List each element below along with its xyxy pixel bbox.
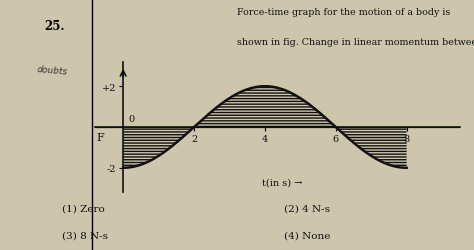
Text: Force-time graph for the motion of a body is: Force-time graph for the motion of a bod… (237, 8, 450, 16)
Text: shown in fig. Change in linear momentum between: shown in fig. Change in linear momentum … (237, 38, 474, 46)
Text: (4) None: (4) None (284, 231, 331, 240)
Text: doubts: doubts (36, 65, 68, 76)
Text: (1) Zero: (1) Zero (62, 204, 104, 212)
Text: 0: 0 (128, 115, 135, 124)
Text: F: F (96, 133, 104, 143)
Text: 0 to 8 s is :-: 0 to 8 s is :- (237, 68, 293, 76)
Text: (3) 8 N-s: (3) 8 N-s (62, 231, 108, 240)
Text: t(in s) →: t(in s) → (263, 178, 303, 187)
Text: (2) 4 N-s: (2) 4 N-s (284, 204, 330, 212)
Text: 25.: 25. (44, 20, 65, 33)
